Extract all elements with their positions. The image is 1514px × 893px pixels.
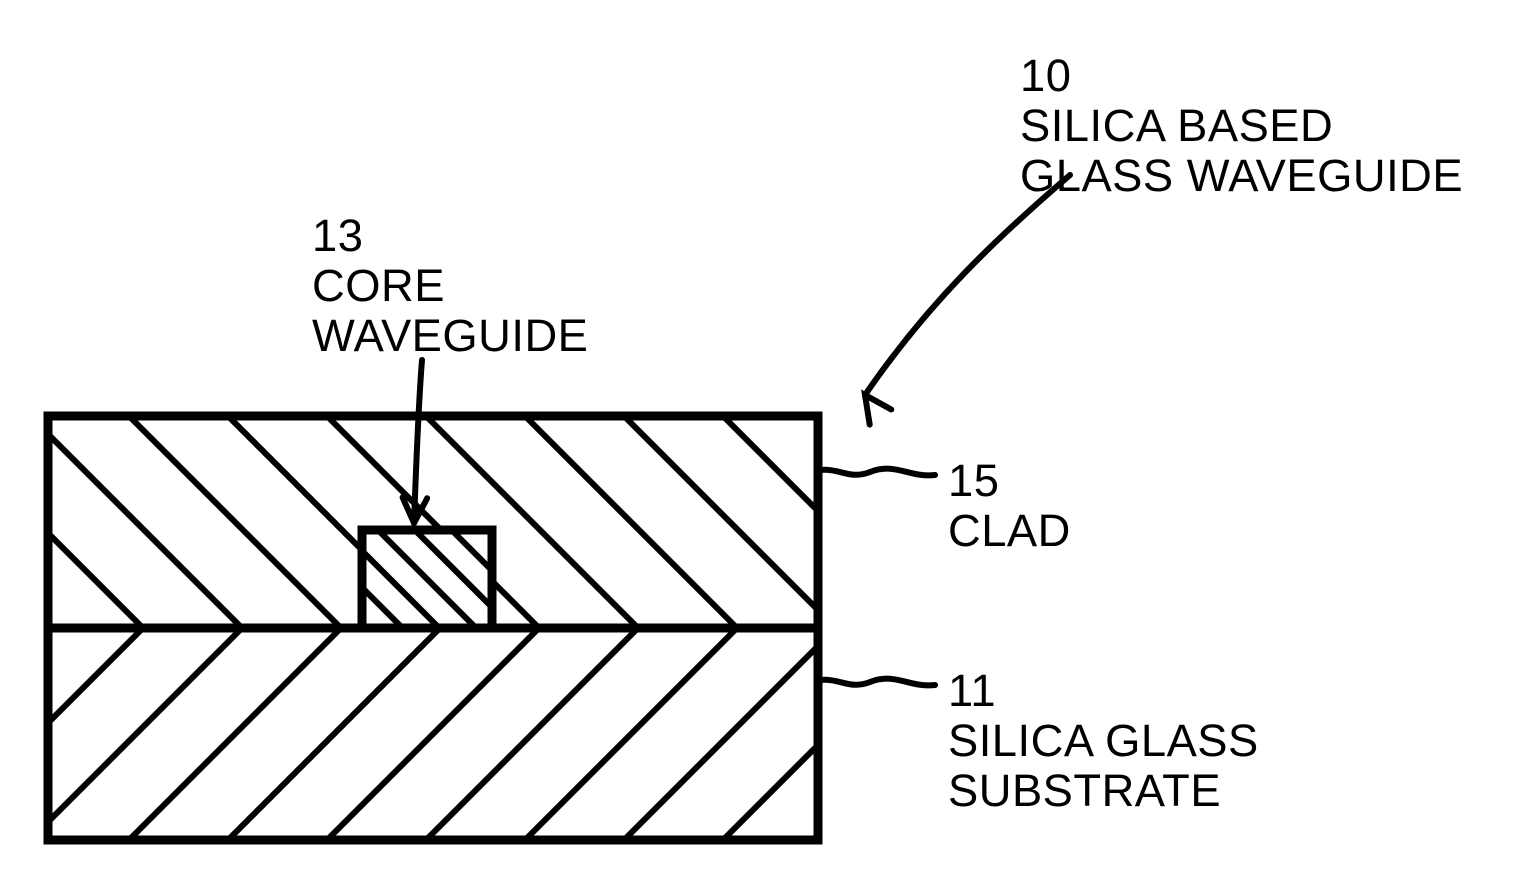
pointer-arrow-10 (865, 175, 1070, 395)
label-11-line1: SILICA GLASS (948, 715, 1259, 767)
label-11-number: 11 (948, 665, 996, 717)
label-10-line2: GLASS WAVEGUIDE (1020, 150, 1463, 202)
label-15-line1: CLAD (948, 505, 1071, 557)
diagram-container: 10 SILICA BASED GLASS WAVEGUIDE 13 CORE … (0, 0, 1514, 893)
label-10-number: 10 (1020, 50, 1071, 102)
pointer-squiggle-11 (820, 679, 935, 686)
label-11-line2: SUBSTRATE (948, 765, 1221, 817)
label-15-number: 15 (948, 455, 999, 507)
pointer-arrow-13 (414, 360, 422, 523)
label-13-line1: CORE (312, 260, 445, 312)
label-13-line2: WAVEGUIDE (312, 310, 588, 362)
core-hatch (146, 298, 707, 859)
pointer-arrowhead-10 (865, 395, 891, 425)
pointer-squiggle-15 (820, 469, 935, 476)
label-13-number: 13 (312, 210, 363, 262)
label-10-line1: SILICA BASED (1020, 100, 1333, 152)
